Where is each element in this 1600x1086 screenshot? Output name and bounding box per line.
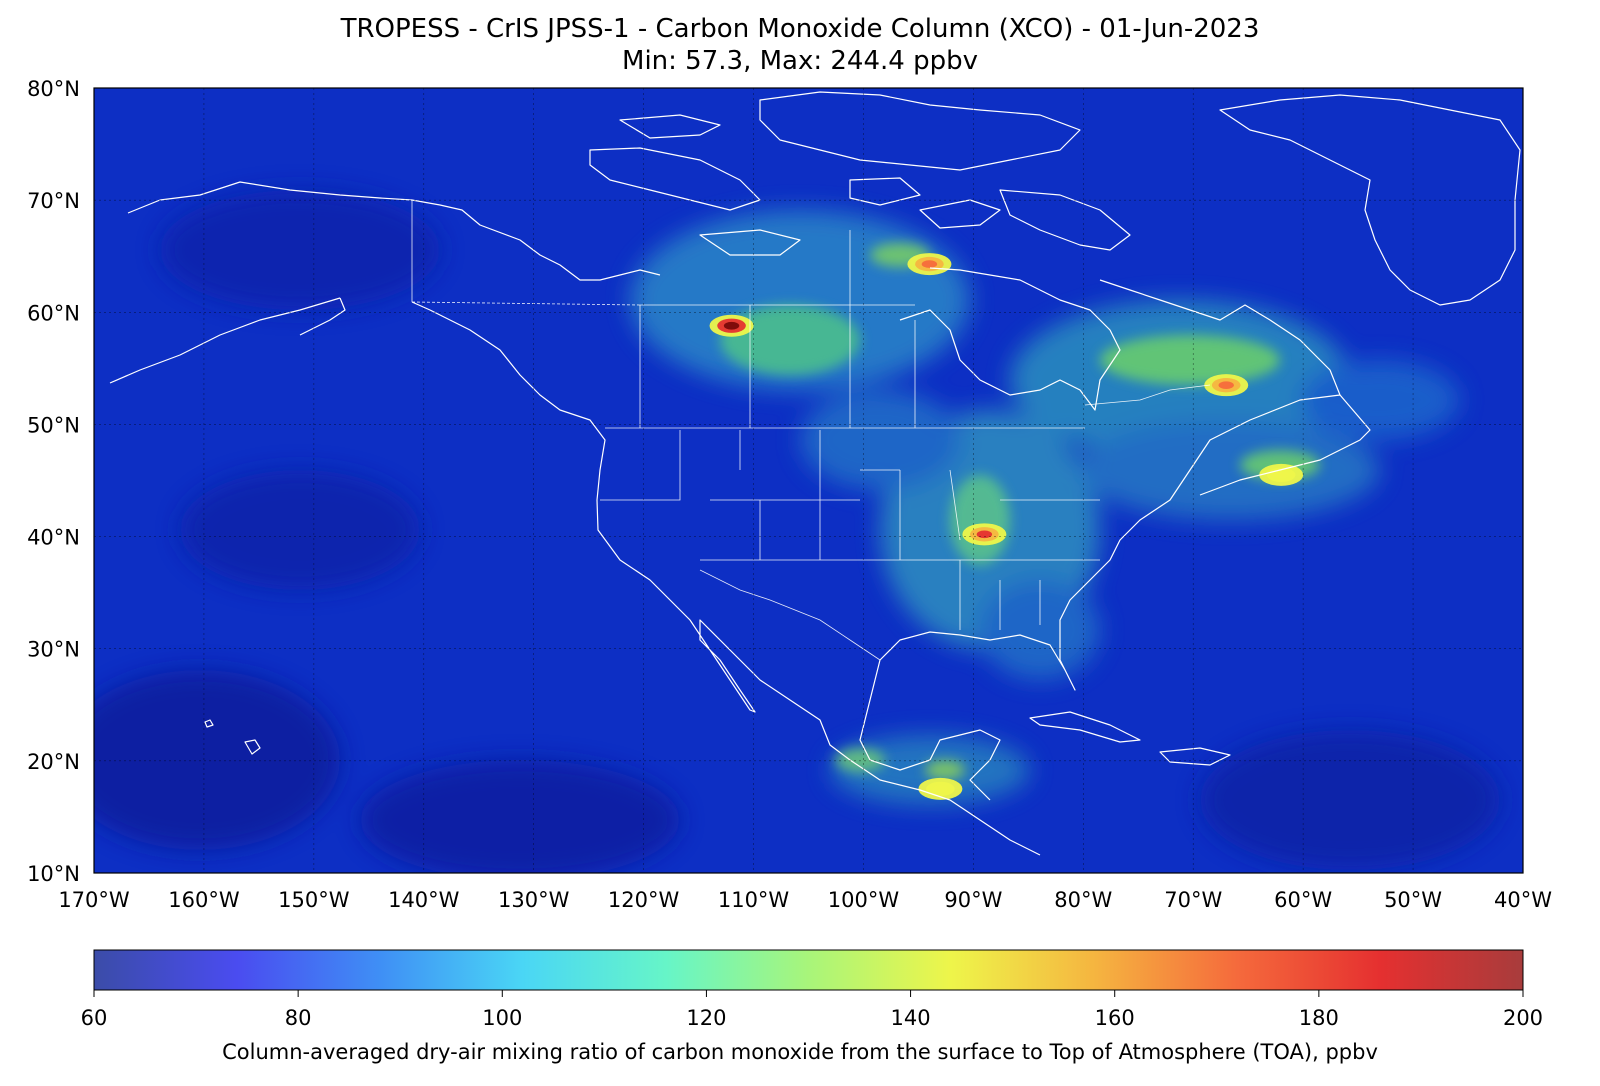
co-hotspot bbox=[1204, 374, 1249, 397]
longitude-label: 100°W bbox=[828, 888, 900, 912]
latitude-label: 30°N bbox=[27, 638, 80, 662]
latitude-label: 20°N bbox=[27, 750, 80, 774]
colorbar-caption: Column-averaged dry-air mixing ratio of … bbox=[222, 1040, 1378, 1064]
colorbar-tick-label: 80 bbox=[284, 1006, 312, 1030]
latitude-label: 10°N bbox=[27, 862, 80, 886]
colorbar-tick-label: 200 bbox=[1502, 1006, 1544, 1030]
longitude-label: 120°W bbox=[608, 888, 680, 912]
colorbar-ticks bbox=[93, 990, 1524, 997]
longitude-label: 150°W bbox=[278, 888, 350, 912]
latitude-labels: 80°N 70°N 60°N 50°N 40°N 30°N 20°N 10°N bbox=[27, 77, 80, 886]
coastlines bbox=[109, 91, 1521, 856]
low-co-regions bbox=[94, 190, 1500, 873]
colorbar-tick-label: 120 bbox=[686, 1006, 727, 1030]
hotspot-layer bbox=[709, 253, 1304, 800]
map-frame bbox=[93, 87, 1524, 874]
co-hotspot bbox=[962, 523, 1007, 546]
map-title: TROPESS - CrIS JPSS-1 - Carbon Monoxide … bbox=[340, 14, 1260, 44]
longitude-label: 90°W bbox=[944, 888, 1002, 912]
co-hotspot bbox=[1259, 463, 1304, 486]
graticule bbox=[94, 88, 1523, 873]
longitude-label: 60°W bbox=[1274, 888, 1332, 912]
longitude-label: 80°W bbox=[1054, 888, 1112, 912]
co-hotspot bbox=[918, 777, 963, 800]
longitude-label: 50°W bbox=[1384, 888, 1442, 912]
political-boundaries bbox=[411, 200, 1211, 661]
latitude-label: 80°N bbox=[27, 77, 80, 101]
longitude-label: 40°W bbox=[1494, 888, 1552, 912]
latitude-label: 40°N bbox=[27, 526, 80, 550]
colorbar-tick-label: 100 bbox=[482, 1006, 523, 1030]
map-subtitle: Min: 57.3, Max: 244.4 ppbv bbox=[622, 46, 978, 76]
longitude-label: 170°W bbox=[58, 888, 130, 912]
longitude-label: 130°W bbox=[498, 888, 570, 912]
latitude-label: 70°N bbox=[27, 189, 80, 213]
longitude-label: 110°W bbox=[718, 888, 790, 912]
colorbar-tick-label: 60 bbox=[80, 1006, 108, 1030]
colorbar-tick-label: 140 bbox=[890, 1006, 931, 1030]
latitude-label: 60°N bbox=[27, 301, 80, 325]
colorbar bbox=[93, 949, 1524, 991]
co-hotspot bbox=[907, 253, 952, 276]
latitude-label: 50°N bbox=[27, 413, 80, 437]
longitude-label: 140°W bbox=[388, 888, 460, 912]
longitude-labels: 170°W 160°W 150°W 140°W 130°W 120°W 110°W 100°W… bbox=[58, 888, 1552, 912]
colorbar-tick-label: 160 bbox=[1094, 1006, 1135, 1030]
longitude-label: 160°W bbox=[168, 888, 240, 912]
co-hotspot bbox=[709, 314, 754, 337]
colorbar-tick-label: 180 bbox=[1298, 1006, 1339, 1030]
longitude-label: 70°W bbox=[1164, 888, 1222, 912]
